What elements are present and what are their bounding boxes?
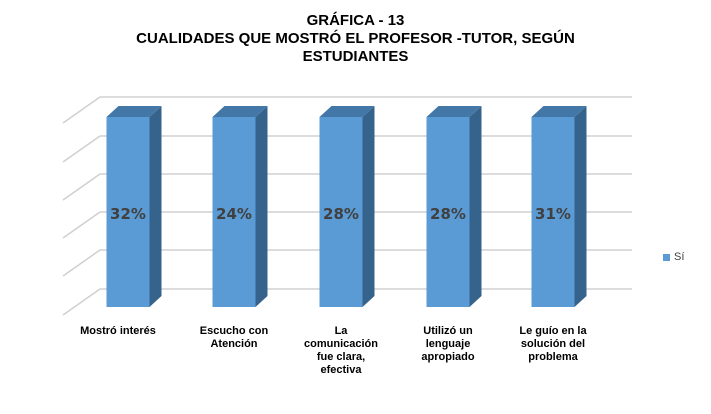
data-label: 31% [535, 205, 571, 223]
category-label-line: La [334, 325, 348, 337]
category-label-line: solución del [520, 338, 586, 350]
bar [426, 117, 470, 307]
gridline-side [62, 288, 101, 316]
data-label: 24% [216, 205, 252, 223]
category-label-line: Atención [210, 338, 258, 350]
legend: Sí [663, 251, 684, 263]
category-label-line: Mostró interés [80, 325, 156, 337]
bar-top [319, 106, 375, 117]
gridline-side [62, 249, 101, 277]
gridline-side [62, 135, 101, 163]
chart-title-line-3: ESTUDIANTES [302, 48, 409, 65]
category-label-line: apropiado [421, 351, 475, 363]
bar-side [149, 106, 162, 307]
category-label-line: Escucho con [199, 325, 269, 337]
category-label-line: problema [528, 351, 578, 363]
bar-side [574, 106, 587, 307]
category-label-line: efectiva [320, 364, 362, 376]
category-label-line: comunicación [304, 338, 378, 350]
bar-top [426, 106, 482, 117]
legend-swatch [663, 253, 670, 261]
chart-title-line-1: GRÁFICA - 13 [306, 12, 405, 29]
bar [106, 117, 150, 307]
category-label: Utilizó un lenguaje apropiado [398, 325, 498, 364]
bar-side [362, 106, 375, 307]
chart-title-line-2: CUALIDADES QUE MOSTRÓ EL PROFESOR -TUTOR… [136, 30, 575, 47]
bar-side [255, 106, 268, 307]
gridline-side [62, 96, 101, 124]
category-label-line: fue clara, [316, 351, 366, 363]
category-label-line: Utilizó un [423, 325, 473, 337]
bar-side [469, 106, 482, 307]
bar-top [531, 106, 587, 117]
data-label: 32% [110, 205, 146, 223]
category-label: Escucho con Atención [184, 325, 284, 351]
gridline-side [62, 173, 101, 201]
bar-top [212, 106, 268, 117]
gridline-side [62, 211, 101, 239]
bar [212, 117, 256, 307]
bar [319, 117, 363, 307]
legend-label: Sí [674, 251, 685, 263]
category-label-line: lenguaje [425, 338, 471, 350]
category-label-line: Le guío en la [519, 325, 587, 337]
bar [531, 117, 575, 307]
category-label: Le guío en la solución del problema [503, 325, 603, 364]
bar-top [106, 106, 162, 117]
category-label: La comunicación fue clara, efectiva [291, 325, 391, 377]
data-label: 28% [323, 205, 359, 223]
category-label: Mostró interés [68, 325, 168, 338]
data-label: 28% [430, 205, 466, 223]
